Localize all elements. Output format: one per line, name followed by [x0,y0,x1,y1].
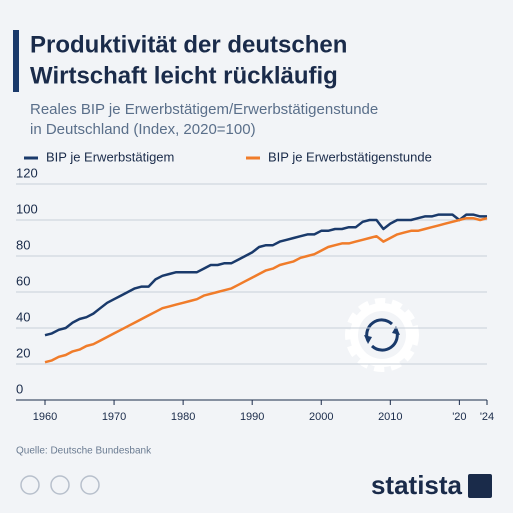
icon [345,298,419,372]
x-tick-label: 2010 [378,411,402,423]
subtitle: in Deutschland (Index, 2020=100) [30,121,256,138]
brand: statista [371,470,463,500]
y-tick-label: 80 [16,237,30,252]
y-tick-label: 20 [16,345,30,360]
x-tick-label: 1970 [102,411,126,423]
title: Produktivität der deutschen [30,31,347,58]
x-tick-label: '24 [480,411,494,423]
brand-logo [468,474,492,498]
x-tick-label: 1960 [33,411,57,423]
y-tick-label: 120 [16,165,38,180]
y-tick-label: 60 [16,273,30,288]
x-tick-label: 2000 [309,411,333,423]
legend-label: BIP je Erwerbstätigem [46,149,174,164]
series-line [44,216,488,364]
license-icons [20,475,100,495]
subtitle: Reales BIP je Erwerbstätigem/Erwerbstäti… [30,101,378,118]
title: Wirtschaft leicht rückläufig [30,62,338,89]
x-tick-label: 1980 [171,411,195,423]
series-line [44,213,487,337]
title-bar [13,30,19,92]
x-tick-label: 1990 [240,411,264,423]
y-tick-label: 0 [16,381,23,396]
y-tick-label: 100 [16,201,38,216]
legend-label: BIP je Erwerbstätigenstunde [268,149,432,164]
x-tick-label: '20 [452,411,466,423]
y-tick-label: 40 [16,309,30,324]
source: Quelle: Deutsche Bundesbank [16,446,152,457]
